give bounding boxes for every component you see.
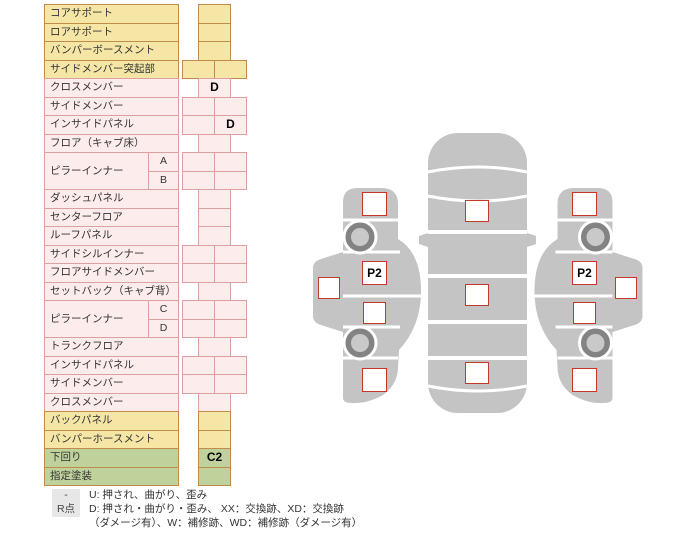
part-label: コアサポート <box>44 4 179 24</box>
part-label: インサイドパネル <box>44 115 179 135</box>
left-mirror-icon <box>419 233 428 247</box>
damage-cell <box>198 226 231 246</box>
damage-cell <box>198 466 231 486</box>
part-label: インサイドパネル <box>44 355 179 375</box>
damage-marker-left-side-roof-edge <box>318 277 340 299</box>
damage-cell <box>198 429 231 449</box>
damage-cell <box>198 189 231 209</box>
wheel-icon <box>342 325 378 361</box>
damage-cell <box>214 170 247 190</box>
legend-chip: - <box>52 489 80 503</box>
damage-cell <box>214 59 247 79</box>
damage-marker-left-side-front-door: P2 <box>362 261 387 285</box>
damage-cell <box>182 374 215 394</box>
legend-text: （ダメージ有）、W：補修跡、WD：補修跡（ダメージ有） <box>89 516 363 529</box>
legend-line: （ダメージ有）、W：補修跡、WD：補修跡（ダメージ有） <box>52 517 362 531</box>
part-label: フロアサイドメンバー <box>44 263 179 283</box>
part-label: サイドメンバー突起部 <box>44 59 179 79</box>
legend-chip: R点 <box>52 502 80 517</box>
part-label: クロスメンバー <box>44 392 179 412</box>
part-label: サイドシルインナー <box>44 244 179 264</box>
damage-marker-top-view-roof <box>465 284 489 306</box>
damage-cell: D <box>198 78 231 98</box>
damage-cell <box>198 133 231 153</box>
part-label: フロア（キャブ床） <box>44 133 179 153</box>
damage-cell <box>182 263 215 283</box>
damage-cell <box>198 41 231 61</box>
part-label: トランクフロア <box>44 337 179 357</box>
damage-cell <box>214 355 247 375</box>
part-sub-label: C <box>148 300 179 320</box>
part-sub-label: A <box>148 152 179 172</box>
part-label: 下回り <box>44 448 179 468</box>
part-label: クロスメンバー <box>44 78 179 98</box>
damage-cell <box>214 263 247 283</box>
part-label: ロアサポート <box>44 22 179 42</box>
damage-cell <box>214 318 247 338</box>
legend-text: D: 押され・曲がり・歪み、 XX：交換跡、XD：交換跡 <box>89 502 344 515</box>
damage-marker-right-side-roof-edge <box>615 277 637 299</box>
part-label: バンパーホースメント <box>44 429 179 449</box>
car-diagram <box>313 133 643 413</box>
damage-marker-left-side-front-fender <box>362 192 387 216</box>
part-label: ダッシュパネル <box>44 189 179 209</box>
damage-cell: D <box>214 115 247 135</box>
damage-cell <box>214 300 247 320</box>
damage-cell <box>198 411 231 431</box>
legend-text: U: 押され、曲がり、歪み <box>89 489 208 501</box>
part-label: ピラーインナー <box>44 152 149 190</box>
part-label: セットバック（キャブ背） <box>44 281 179 301</box>
damage-cell <box>182 318 215 338</box>
right-mirror-icon <box>527 233 536 247</box>
damage-cell <box>182 244 215 264</box>
damage-cell <box>214 244 247 264</box>
part-label: センターフロア <box>44 207 179 227</box>
damage-cell <box>214 96 247 116</box>
damage-cell: C2 <box>198 448 231 468</box>
damage-cell <box>182 115 215 135</box>
damage-cell <box>182 355 215 375</box>
wheel-icon <box>578 325 613 361</box>
damage-cell <box>182 96 215 116</box>
car-side-view-right <box>534 188 643 404</box>
part-label: バンパーボースメント <box>44 41 179 61</box>
part-label: サイドメンバー <box>44 374 179 394</box>
damage-cell <box>214 152 247 172</box>
damage-cell <box>214 374 247 394</box>
damage-cell <box>182 59 215 79</box>
part-label: 指定塗装 <box>44 466 179 486</box>
legend: - U: 押され、曲がり、歪み R点 D: 押され・曲がり・歪み、 XX：交換跡、X… <box>52 489 362 530</box>
part-sub-label: B <box>148 170 179 190</box>
part-label: ピラーインナー <box>44 300 149 338</box>
part-label: ルーフパネル <box>44 226 179 246</box>
legend-line: - U: 押され、曲がり、歪み <box>52 489 362 503</box>
damage-marker-left-side-rear-fender <box>362 368 387 392</box>
part-label: バックパネル <box>44 411 179 431</box>
damage-cell <box>198 281 231 301</box>
damage-cell <box>182 300 215 320</box>
part-label: サイドメンバー <box>44 96 179 116</box>
damage-cell <box>198 22 231 42</box>
damage-cell <box>182 152 215 172</box>
damage-cell <box>198 207 231 227</box>
wheel-icon <box>342 219 378 255</box>
damage-marker-right-side-front-door: P2 <box>572 261 597 285</box>
wheel-icon <box>578 219 613 255</box>
part-sub-label: D <box>148 318 179 338</box>
damage-marker-top-view-trunk <box>465 362 489 384</box>
damage-cell <box>182 170 215 190</box>
damage-marker-right-side-rear-fender <box>572 368 597 392</box>
damage-cell <box>198 337 231 357</box>
damage-marker-left-side-rear-door <box>363 302 386 324</box>
damage-marker-right-side-rear-door <box>573 302 596 324</box>
damage-cell <box>198 4 231 24</box>
damage-cell <box>198 392 231 412</box>
legend-line: R点 D: 押され・曲がり・歪み、 XX：交換跡、XD：交換跡 <box>52 502 362 517</box>
damage-marker-right-side-front-fender <box>572 192 597 216</box>
damage-marker-top-view-hood <box>465 200 489 222</box>
